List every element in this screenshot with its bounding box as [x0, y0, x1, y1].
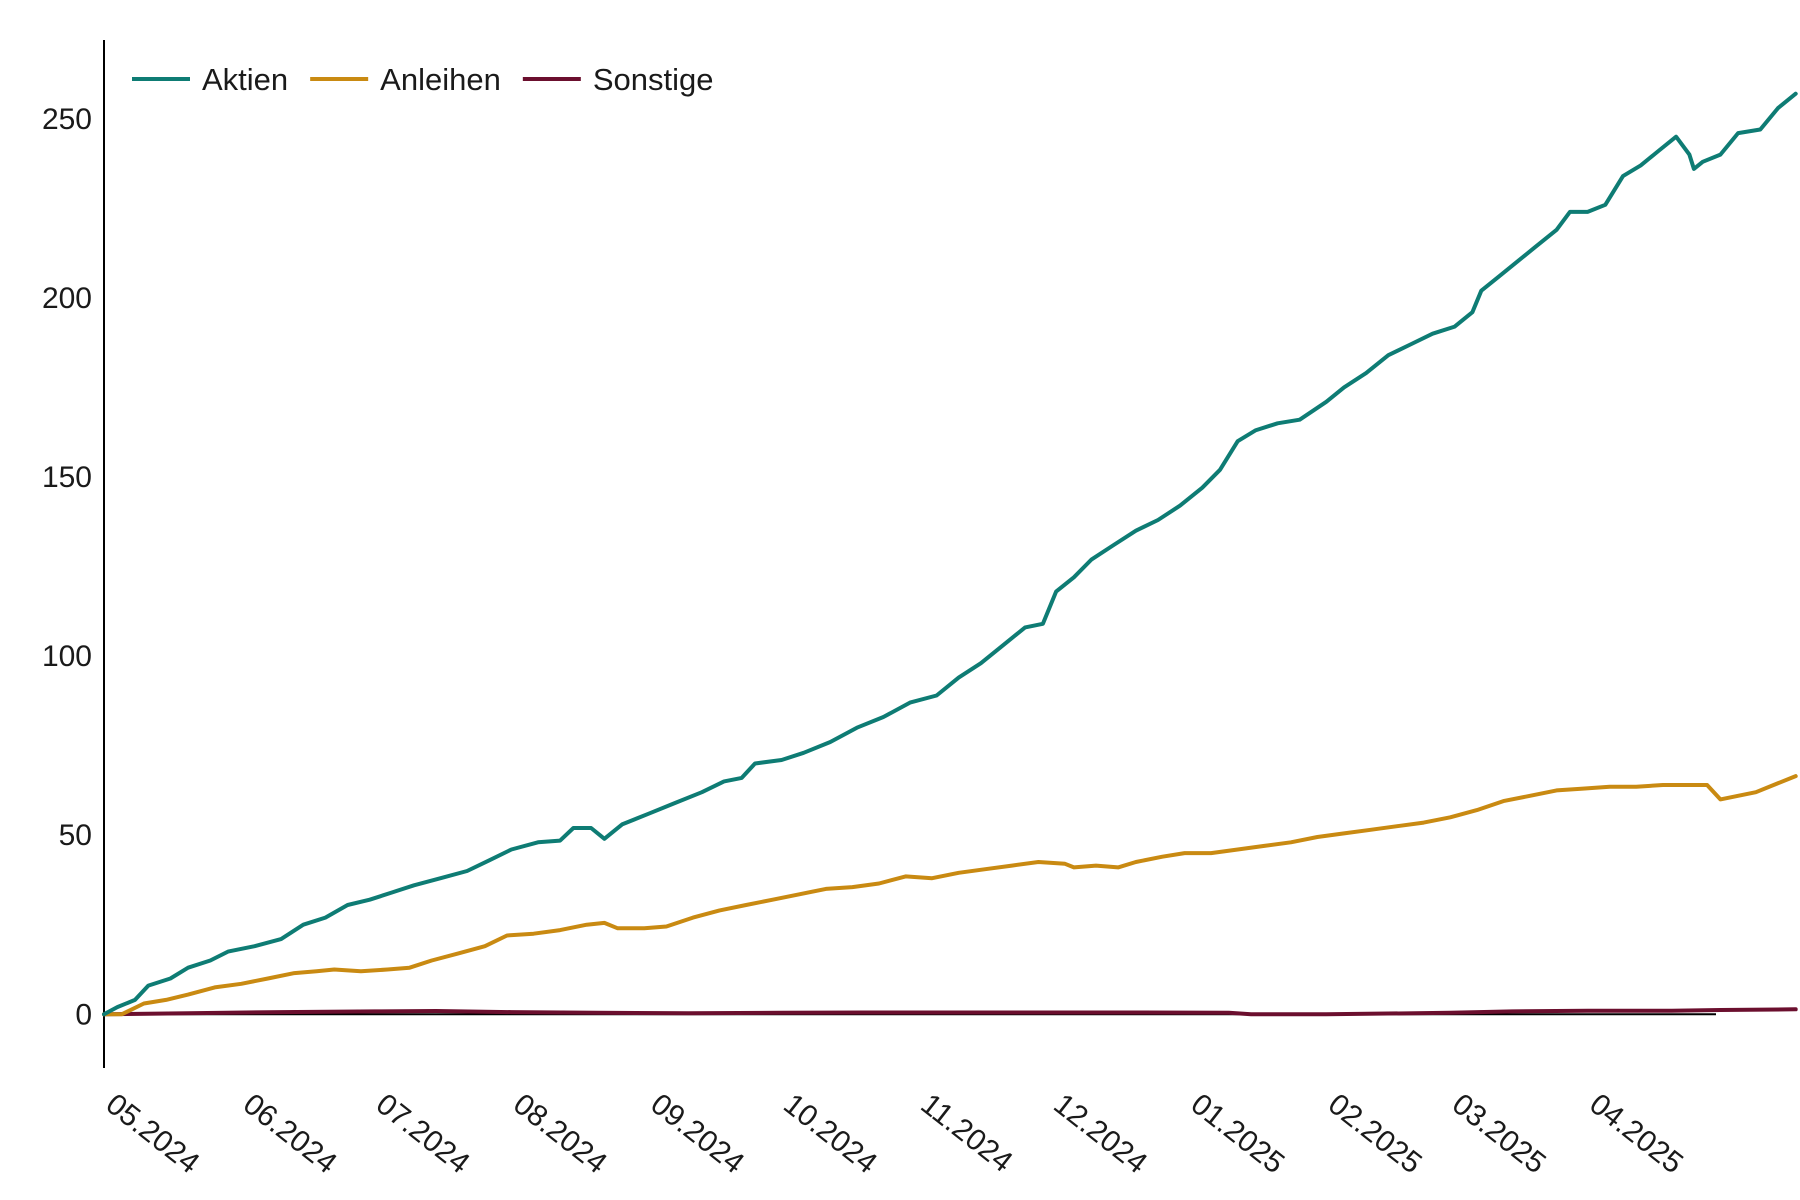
x-tick-label: 03.2025 [1446, 1088, 1552, 1181]
x-tick-label: 07.2024 [370, 1088, 476, 1181]
y-tick-label: 100 [42, 640, 92, 673]
series-lines [102, 91, 1798, 1017]
legend-item-sonstige: Sonstige [522, 62, 714, 97]
x-tick-label: 02.2025 [1322, 1088, 1428, 1181]
x-tick-label: 08.2024 [507, 1088, 613, 1181]
x-tick-label: 09.2024 [644, 1088, 750, 1181]
x-tick-label: 05.2024 [100, 1088, 206, 1181]
y-tick-label: 250 [42, 103, 92, 136]
plot-area: 0 50 100 150 200 250 05.2024 06.2024 07.2024 08.… [42, 40, 1798, 1181]
x-tick-label: 12.2024 [1047, 1088, 1153, 1181]
x-tick-label: 01.2025 [1185, 1088, 1291, 1181]
legend-item-anleihen: Anleihen [310, 62, 501, 97]
series-line-sonstige [102, 1007, 1798, 1017]
x-tick-label: 06.2024 [237, 1088, 343, 1181]
y-tick-label: 50 [59, 819, 92, 852]
legend: Aktien Anleihen Sonstige [132, 62, 713, 97]
y-axis-ticks: 0 50 100 150 200 250 [42, 103, 92, 1031]
legend-label: Aktien [202, 62, 288, 97]
y-tick-label: 200 [42, 282, 92, 315]
x-tick-label: 04.2025 [1583, 1088, 1689, 1181]
legend-label: Anleihen [380, 62, 501, 97]
legend-label: Sonstige [593, 62, 714, 97]
x-axis-ticks: 05.2024 06.2024 07.2024 08.2024 09.2024 10.20… [100, 1088, 1689, 1181]
x-tick-label: 10.2024 [777, 1088, 883, 1181]
x-tick-label: 11.2024 [915, 1088, 1019, 1179]
y-tick-label: 0 [75, 998, 92, 1031]
y-tick-label: 150 [42, 461, 92, 494]
series-line-anleihen [102, 774, 1798, 1017]
series-line-aktien [102, 91, 1798, 1017]
legend-item-aktien: Aktien [132, 62, 288, 97]
